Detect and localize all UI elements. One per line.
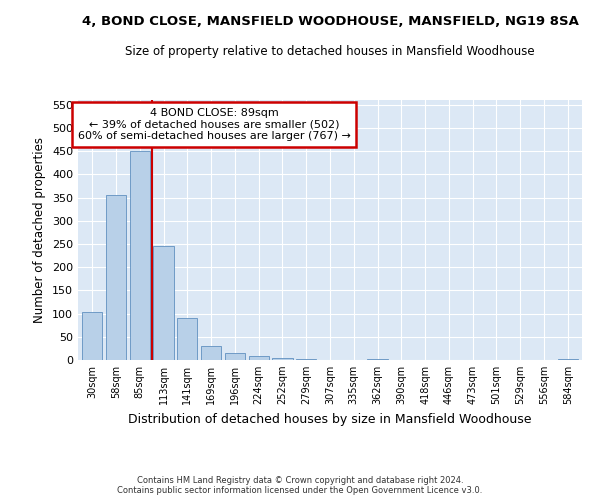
Text: 4 BOND CLOSE: 89sqm
← 39% of detached houses are smaller (502)
60% of semi-detac: 4 BOND CLOSE: 89sqm ← 39% of detached ho…	[77, 108, 350, 141]
Bar	[225, 353, 245, 360]
Bar	[367, 358, 388, 360]
Bar	[248, 356, 269, 360]
Bar	[557, 358, 578, 360]
Bar	[296, 358, 316, 360]
Bar	[201, 346, 221, 360]
Text: 4, BOND CLOSE, MANSFIELD WOODHOUSE, MANSFIELD, NG19 8SA: 4, BOND CLOSE, MANSFIELD WOODHOUSE, MANS…	[82, 15, 578, 28]
Y-axis label: Number of detached properties: Number of detached properties	[34, 137, 46, 323]
Bar	[82, 312, 103, 360]
Bar	[177, 318, 197, 360]
Text: Contains HM Land Registry data © Crown copyright and database right 2024.
Contai: Contains HM Land Registry data © Crown c…	[118, 476, 482, 495]
Bar	[106, 195, 126, 360]
Text: Size of property relative to detached houses in Mansfield Woodhouse: Size of property relative to detached ho…	[125, 45, 535, 58]
Bar	[130, 151, 150, 360]
Bar	[272, 358, 293, 360]
Bar	[154, 246, 173, 360]
X-axis label: Distribution of detached houses by size in Mansfield Woodhouse: Distribution of detached houses by size …	[128, 412, 532, 426]
